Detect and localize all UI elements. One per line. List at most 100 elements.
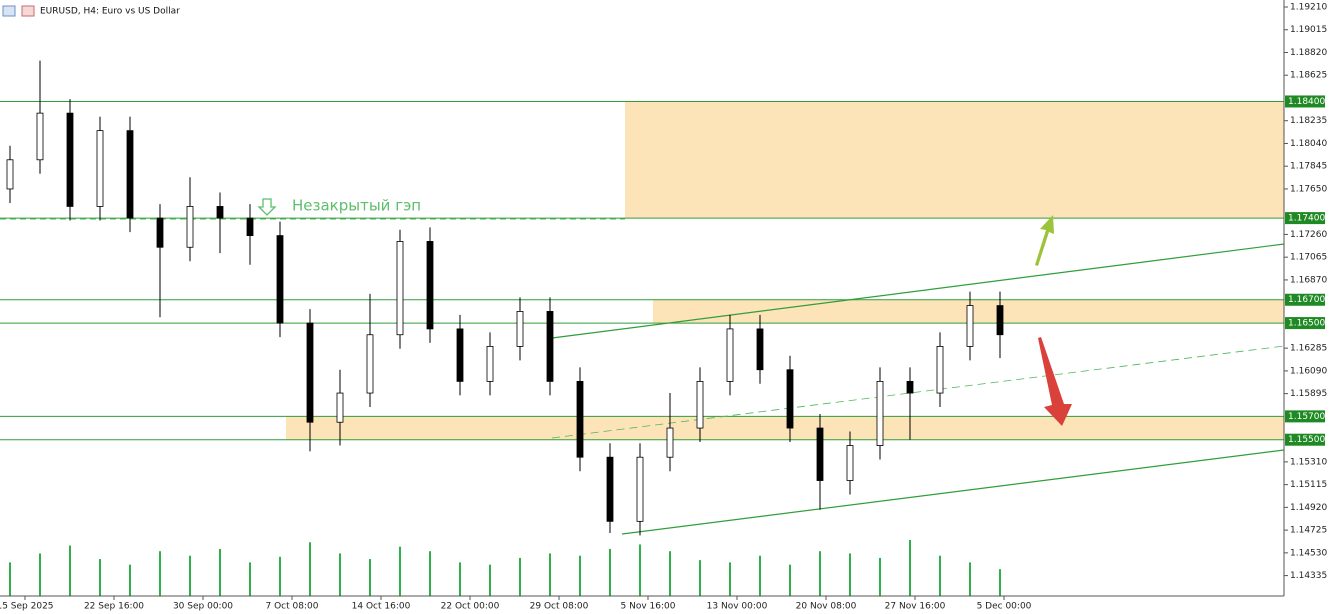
level-label: 1.16700 <box>1288 295 1325 305</box>
candle-body <box>936 346 944 394</box>
arrow-down <box>1038 337 1072 426</box>
y-tick-label: 1.18040 <box>1290 139 1327 149</box>
candle-body <box>96 130 104 207</box>
volume-bar <box>519 557 521 596</box>
y-tick-label: 1.14335 <box>1290 571 1327 581</box>
candle-body <box>186 206 194 248</box>
volume-bar <box>339 553 341 596</box>
volume-bar <box>459 562 461 596</box>
volume-bar <box>579 555 581 596</box>
candle-body <box>336 392 344 423</box>
y-tick-label: 1.19015 <box>1290 25 1327 35</box>
levels <box>0 100 1284 441</box>
candle-body <box>306 322 314 423</box>
x-tick-label: 7 Oct 08:00 <box>266 602 319 612</box>
candle-body <box>666 427 674 458</box>
volume-bar <box>69 545 71 596</box>
candle-body <box>426 241 434 330</box>
candle-body <box>636 456 644 522</box>
y-tick-label: 1.16870 <box>1290 275 1327 285</box>
volume-bar <box>369 559 371 596</box>
candle-body <box>516 311 524 347</box>
candle-body <box>906 380 914 394</box>
volume-bar <box>849 553 851 596</box>
candle-body <box>606 456 614 522</box>
x-tick-label: 5 Dec 00:00 <box>977 602 1032 612</box>
x-tick-label: 22 Oct 00:00 <box>441 602 500 612</box>
candle-body <box>396 241 404 336</box>
volume-bar <box>9 562 11 596</box>
level-label: 1.15700 <box>1288 412 1325 422</box>
level-label-box <box>1285 433 1325 446</box>
y-tick-label: 1.17260 <box>1290 230 1327 240</box>
y-tick-label: 1.14530 <box>1290 548 1327 558</box>
y-tick-label: 1.18235 <box>1290 116 1327 126</box>
candle-body <box>246 217 254 237</box>
candle-body <box>6 159 14 190</box>
y-tick-label: 1.15310 <box>1290 457 1327 467</box>
candle-body <box>546 311 554 382</box>
candle-body <box>456 328 464 382</box>
y-tick-label: 1.17065 <box>1290 253 1327 263</box>
x-tick-label: 22 Sep 16:00 <box>84 602 144 612</box>
volume-bar <box>159 551 161 596</box>
volume-bar <box>939 555 941 596</box>
x-tick-label: 14 Oct 16:00 <box>352 602 411 612</box>
zone <box>625 101 1284 219</box>
volume-bar <box>819 551 821 596</box>
y-tick-label: 1.15115 <box>1290 480 1327 490</box>
candle-body <box>576 380 584 458</box>
zone <box>286 416 1284 440</box>
level-label-box <box>1285 95 1325 108</box>
level-label-box <box>1285 317 1325 330</box>
volume-bar <box>909 540 911 596</box>
level-label-box <box>1285 410 1325 423</box>
y-tick-label: 1.19210 <box>1290 2 1327 12</box>
icon <box>2 5 16 17</box>
volume-bar <box>789 564 791 596</box>
volume-bar <box>189 555 191 596</box>
volume-bar <box>969 562 971 596</box>
volume-bar <box>879 557 881 596</box>
channel-mid <box>551 345 1285 439</box>
y-tick-label: 1.17845 <box>1290 162 1327 172</box>
volume-bar <box>549 553 551 596</box>
candle-body <box>876 380 884 446</box>
candle-body <box>216 206 224 219</box>
volume-bar <box>669 551 671 596</box>
candle-body <box>36 112 44 161</box>
volume-bar <box>39 553 41 596</box>
volume-bar <box>639 544 641 596</box>
candle-body <box>816 427 824 481</box>
candle-body <box>996 305 1004 336</box>
level-label: 1.17400 <box>1288 214 1325 224</box>
y-tick-label: 1.15895 <box>1290 389 1327 399</box>
level-label: 1.18400 <box>1288 97 1325 107</box>
y-tick-label: 1.17650 <box>1290 184 1327 194</box>
candle-body <box>366 334 374 394</box>
candle-body <box>276 235 284 324</box>
x-tick-label: 13 Nov 00:00 <box>707 602 768 612</box>
candle-body <box>756 328 764 371</box>
icon <box>21 5 35 17</box>
x-tick-label: 27 Nov 16:00 <box>885 602 946 612</box>
candle-body <box>156 217 164 248</box>
candles <box>6 60 1004 536</box>
x-tick-label: 20 Nov 08:00 <box>796 602 857 612</box>
drawings <box>0 5 1285 535</box>
volume-bar <box>309 542 311 596</box>
chart-title: EURUSD, H4: Euro vs US Dollar <box>40 7 180 17</box>
level-label-box <box>1285 293 1325 306</box>
volume-bar <box>759 555 761 596</box>
candle-body <box>486 346 494 382</box>
volume-bar <box>279 556 281 596</box>
level-label: 1.15500 <box>1288 435 1325 445</box>
channel-upper <box>551 243 1285 339</box>
y-tick-label: 1.14920 <box>1290 503 1327 513</box>
volume-bar <box>399 546 401 596</box>
annotation: Незакрытый гэп <box>292 197 421 215</box>
volume-bar <box>699 560 701 596</box>
gap-icon <box>257 198 277 216</box>
candle-body <box>66 112 74 207</box>
